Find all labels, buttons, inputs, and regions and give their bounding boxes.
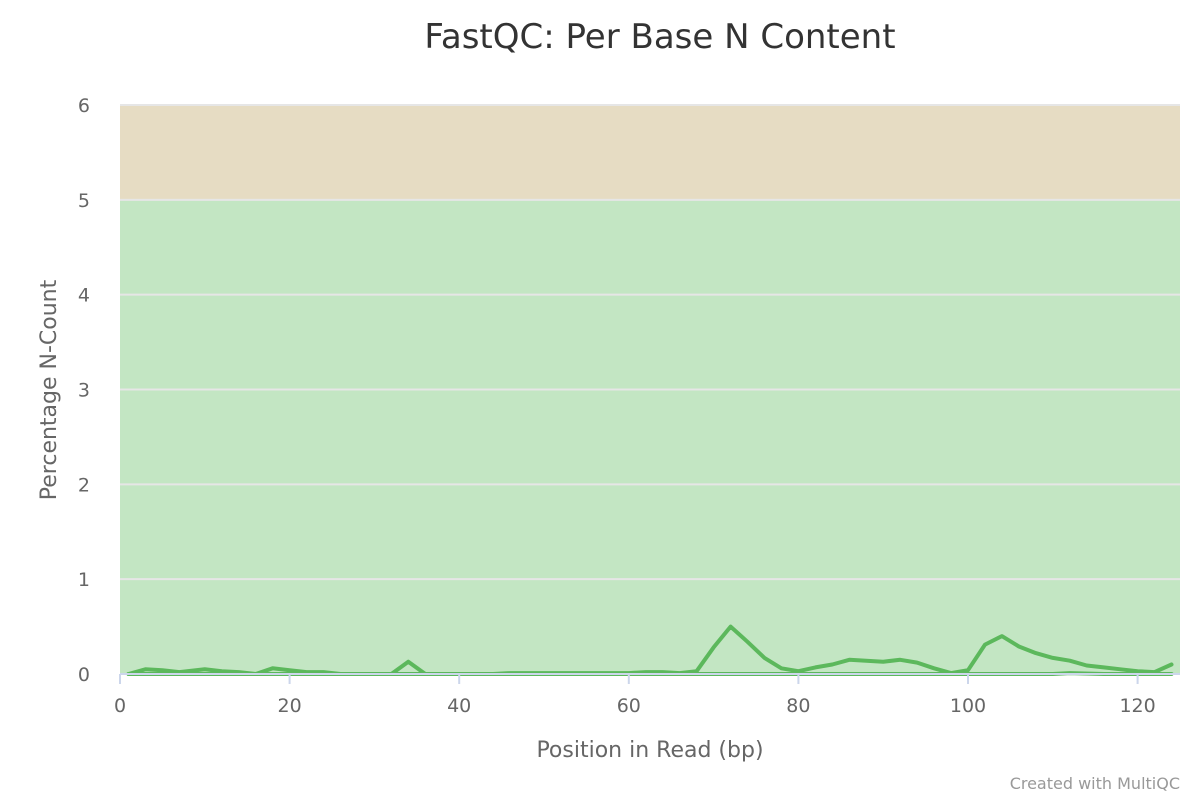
- x-axis-label: Position in Read (bp): [536, 738, 763, 763]
- y-tick-label: 5: [78, 190, 90, 212]
- series-line-1[interactable]: [126, 624, 1174, 676]
- x-tick-label: 100: [950, 695, 986, 717]
- chart-title: FastQC: Per Base N Content: [424, 17, 895, 57]
- x-tick-label: 60: [617, 695, 641, 717]
- y-tick-label: 0: [78, 664, 90, 686]
- grid-lines: [120, 104, 1180, 581]
- y-tick-label: 6: [78, 95, 90, 117]
- y-axis-label: Percentage N-Count: [37, 279, 62, 500]
- y-tick-label: 2: [78, 474, 90, 496]
- x-tick-label: 80: [786, 695, 810, 717]
- band-1: [120, 105, 1180, 200]
- quality-bands: [120, 105, 1180, 675]
- y-tick-label: 1: [78, 569, 90, 591]
- band-0: [120, 199, 1180, 675]
- x-tick-label: 20: [278, 695, 302, 717]
- y-tick-label: 4: [78, 285, 90, 307]
- y-axis-ticks: 0 1 2 3 4 5 6: [78, 95, 90, 686]
- x-axis-ticks: 0 20 40 60 80 100 120: [114, 674, 1156, 717]
- y-tick-label: 3: [78, 380, 90, 402]
- x-tick-label: 40: [447, 695, 471, 717]
- x-tick-label: 0: [114, 695, 126, 717]
- x-tick-label: 120: [1119, 695, 1155, 717]
- credit-text[interactable]: Created with MultiQC: [1010, 774, 1180, 793]
